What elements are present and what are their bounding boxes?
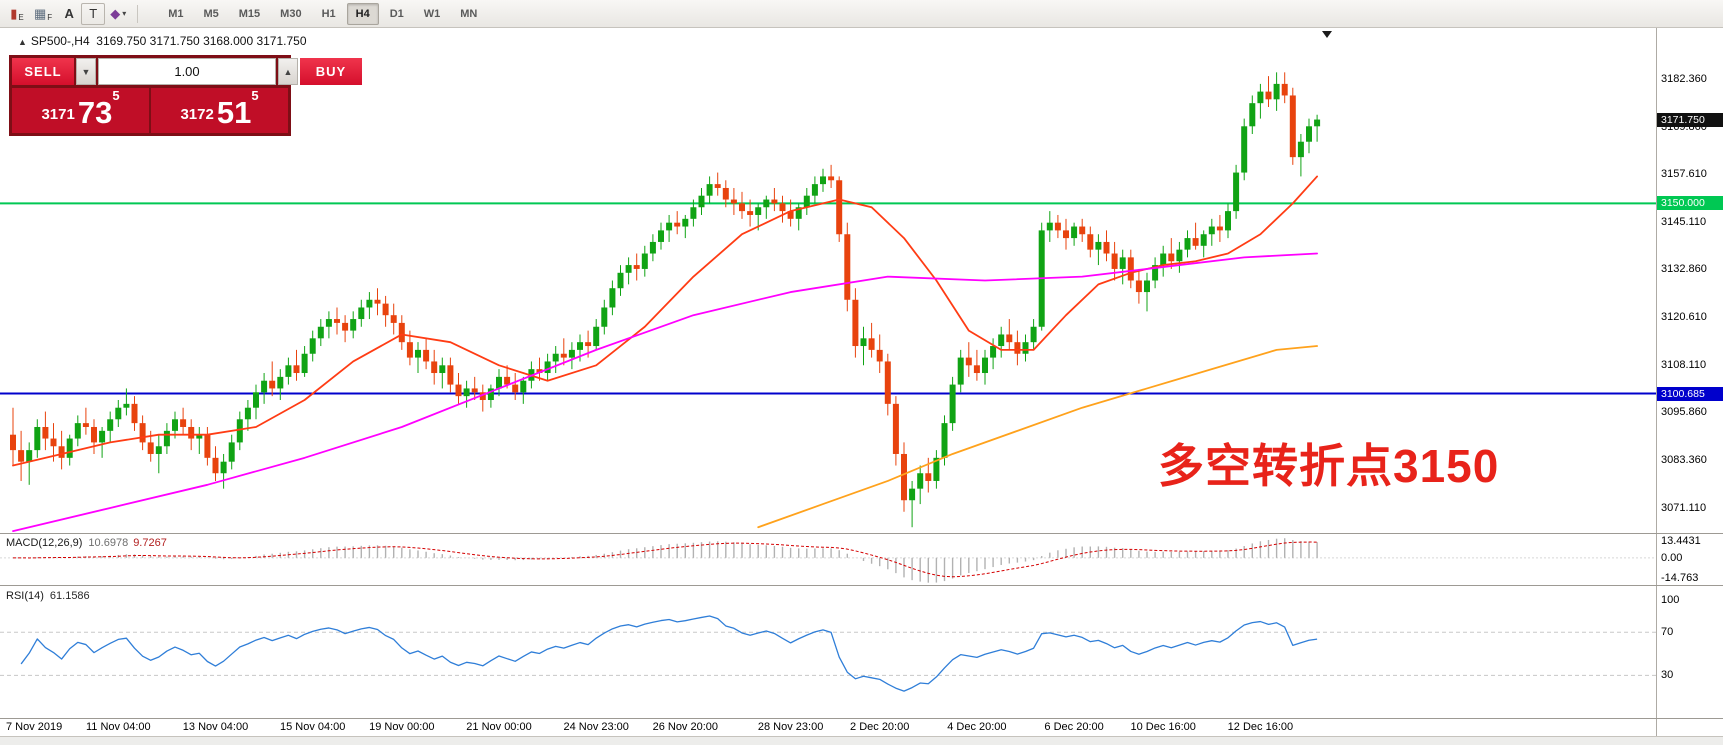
price-axis-label: 3108.110	[1661, 358, 1707, 371]
timeframe-button-m15[interactable]: M15	[238, 7, 261, 20]
grid-icon[interactable]: ▦ F	[29, 3, 57, 25]
timeframe-button-h4[interactable]: H4	[346, 2, 379, 25]
price-axis-label: 3120.610	[1661, 310, 1707, 323]
panel-divider-macd[interactable]	[0, 533, 1723, 534]
rsi-axis-label: 30	[1661, 669, 1674, 682]
toolbar: ▮ E ▦ F A T ◆ ▾ M1 M5 M15 M30 H1 H4 D1 W1 MN	[0, 0, 1723, 28]
price-axis-label: 3157.610	[1661, 168, 1707, 181]
timeframe-button-d1[interactable]: D1	[389, 7, 404, 20]
one-click-trade-panel: SELL ▼ ▲ BUY 3171 73 5 3172 51 5	[9, 55, 362, 136]
chart-type-glyph: ▮	[10, 5, 18, 21]
panel-divider-rsi[interactable]	[0, 585, 1723, 586]
rsi-axis-label: 70	[1661, 626, 1674, 639]
timeframe-button-w1[interactable]: W1	[423, 7, 441, 20]
macd-axis-label: -14.763	[1661, 572, 1699, 584]
timeframe-button-h1[interactable]: H1	[321, 7, 336, 20]
grid-glyph: ▦	[34, 5, 47, 21]
font-tool-icon[interactable]: A	[57, 3, 81, 25]
macd-axis-label: 13.4431	[1661, 535, 1701, 547]
grid-sub: F	[47, 12, 53, 22]
volume-increment-button[interactable]: ▲	[278, 58, 298, 85]
chart-symbol-icon: ▲	[18, 37, 27, 47]
date-axis-label: 4 Dec 20:00	[947, 721, 1007, 733]
buy-button[interactable]: BUY	[300, 58, 362, 85]
macd-value-signal: 9.7267	[133, 537, 167, 549]
date-axis-label: 12 Dec 16:00	[1227, 721, 1294, 733]
timeframe-button-m1[interactable]: M1	[168, 7, 184, 20]
current-price-tag: 3171.750	[1657, 112, 1723, 127]
volume-input[interactable]	[98, 58, 276, 85]
date-axis-label: 28 Nov 23:00	[757, 721, 824, 733]
macd-axis-label: 0.00	[1661, 551, 1683, 564]
bottom-strip	[0, 736, 1723, 745]
date-axis-label: 19 Nov 00:00	[369, 721, 435, 733]
chart-symbol: SP500-,H4	[30, 34, 90, 48]
date-axis-label: 15 Nov 04:00	[279, 721, 346, 733]
sell-price-sup: 5	[112, 88, 120, 103]
price-axis-label: 3182.360	[1661, 72, 1707, 85]
sell-price-big: 73	[77, 95, 113, 130]
date-axis-label: 26 Nov 20:00	[652, 721, 719, 733]
chart-type-icon[interactable]: ▮ E	[5, 3, 29, 25]
price-axis-label: 3145.110	[1661, 216, 1707, 229]
toolbar-separator	[137, 4, 139, 23]
chart-shift-marker-icon	[1322, 31, 1332, 38]
sell-price-whole: 3171	[41, 106, 75, 123]
date-axis-label: 6 Dec 20:00	[1044, 721, 1104, 733]
rsi-title: RSI(14)	[6, 590, 44, 602]
price-axis-label: 3071.110	[1661, 501, 1707, 514]
date-axis-label: 7 Nov 2019	[6, 721, 63, 733]
text-glyph: T	[89, 6, 98, 21]
text-tool-icon[interactable]: T	[81, 2, 106, 25]
shapes-glyph: ◆	[110, 5, 121, 21]
macd-label: MACD(12,26,9) 10.6978 9.7267	[6, 537, 167, 549]
sell-price-display[interactable]: 3171 73 5	[12, 88, 149, 133]
volume-decrement-button[interactable]: ▼	[76, 58, 96, 85]
buy-price-sup: 5	[251, 88, 259, 103]
timeframe-button-m30[interactable]: M30	[280, 7, 302, 20]
date-axis-label: 10 Dec 16:00	[1130, 721, 1196, 733]
date-axis-label: 24 Nov 23:00	[563, 721, 629, 733]
chart-type-sub: E	[18, 12, 24, 22]
timeframe-group: M1 M5 M15 M30 H1 H4 D1 W1 MN	[158, 2, 487, 25]
price-line-tag: 3100.685	[1657, 386, 1723, 401]
chart-header: ▲ SP500-,H4 3169.750 3171.750 3168.000 31…	[18, 34, 307, 48]
rsi-label: RSI(14) 61.1586	[6, 590, 90, 602]
sell-button[interactable]: SELL	[12, 58, 74, 85]
font-glyph: A	[64, 6, 74, 21]
price-axis-label: 3095.860	[1661, 406, 1707, 419]
timeframe-button-m5[interactable]: M5	[203, 7, 219, 20]
rsi-value: 61.1586	[49, 590, 90, 602]
chart-ohlc: 3169.750 3171.750 3168.000 3171.750	[96, 34, 307, 48]
macd-value-main: 10.6978	[88, 537, 129, 549]
date-axis-label: 21 Nov 00:00	[466, 721, 532, 733]
price-line-tag: 3150.000	[1657, 196, 1723, 211]
shapes-caret-icon: ▾	[122, 9, 127, 18]
date-axis-border	[0, 718, 1723, 719]
timeframe-button-mn[interactable]: MN	[460, 7, 478, 20]
price-axis-label: 3083.360	[1661, 454, 1707, 467]
rsi-axis-label: 100	[1661, 593, 1680, 606]
date-axis-label: 13 Nov 04:00	[182, 721, 249, 733]
buy-price-big: 51	[216, 95, 252, 130]
date-axis-label: 11 Nov 04:00	[85, 721, 151, 733]
buy-price-display[interactable]: 3172 51 5	[151, 88, 288, 133]
shapes-tool-icon[interactable]: ◆ ▾	[105, 3, 131, 25]
price-axis-label: 3132.860	[1661, 263, 1707, 276]
chart-annotation-text: 多空转折点3150	[1158, 440, 1500, 492]
date-axis-label: 2 Dec 20:00	[850, 721, 910, 733]
price-axis-border	[1656, 28, 1657, 736]
buy-price-whole: 3172	[180, 106, 214, 123]
macd-title: MACD(12,26,9)	[6, 537, 83, 549]
